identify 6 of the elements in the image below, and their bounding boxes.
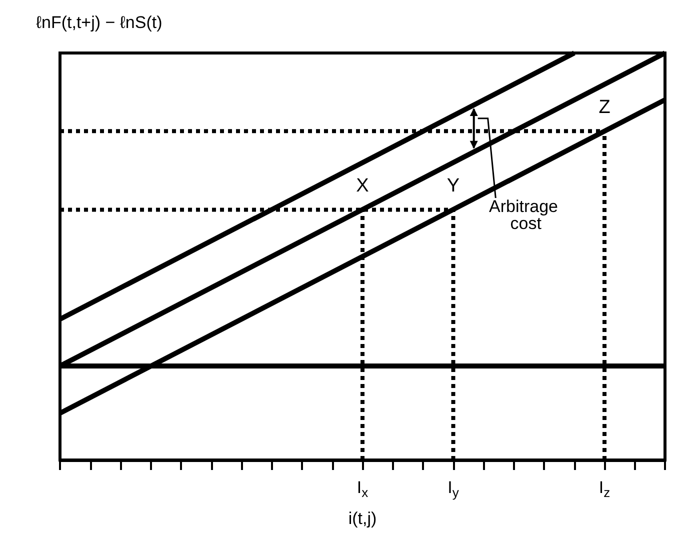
annotation: X	[356, 176, 370, 197]
annotation: Y	[446, 176, 460, 197]
annotation: Z	[598, 97, 611, 118]
x-axis-title: i(t,j)	[348, 509, 377, 528]
annotation: Arbitrage cost	[489, 197, 563, 233]
y-axis-title: ℓnF(t,t+j) − ℓnS(t)	[36, 13, 162, 32]
